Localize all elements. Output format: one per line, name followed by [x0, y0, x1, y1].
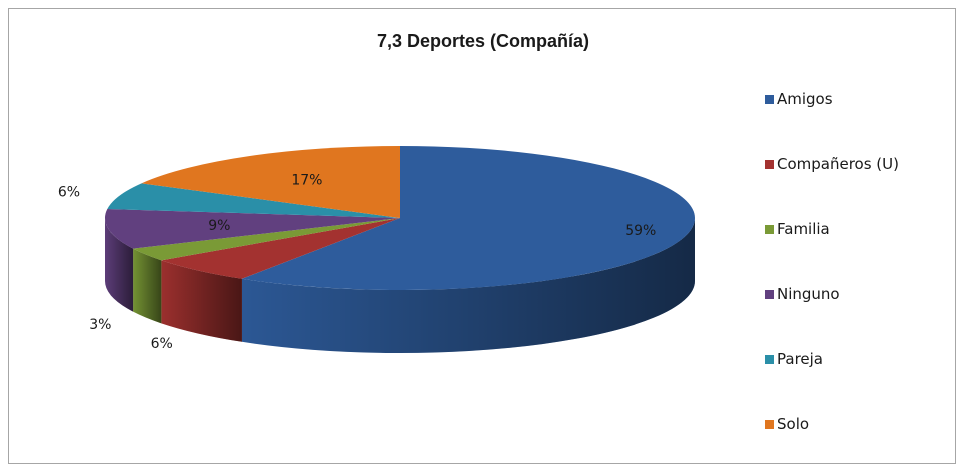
slice-compa-eros-u [161, 218, 400, 279]
legend-label-solo: Solo [777, 415, 809, 433]
slice-amigos [241, 146, 696, 290]
legend-label-ninguno: Ninguno [777, 285, 840, 303]
data-label-compa-eros-u: 6% [151, 336, 173, 352]
legend-swatch-amigos [765, 95, 774, 104]
legend-label-pareja: Pareja [777, 350, 823, 368]
data-label-amigos: 59% [625, 223, 656, 239]
slice-ninguno [105, 208, 400, 249]
chart-title: 7,3 Deportes (Compañía) [376, 31, 590, 51]
legend-item-compa-eros-u: Compañeros (U) [765, 155, 899, 173]
slice-side-shade-amigos [241, 218, 695, 353]
legend-label-compa-eros-u: Compañeros (U) [777, 155, 899, 173]
legend-swatch-solo [765, 420, 774, 429]
slice-side-shade-familia [133, 248, 162, 324]
legend-item-solo: Solo [765, 415, 809, 433]
legend-item-pareja: Pareja [765, 350, 823, 368]
legend-swatch-pareja [765, 355, 774, 364]
slice-familia [133, 218, 400, 261]
data-label-familia: 3% [89, 317, 111, 333]
slice-pareja [107, 183, 400, 218]
legend-swatch-ninguno [765, 290, 774, 299]
slice-solo [141, 146, 400, 218]
slice-side-shade-compa-eros-u [161, 260, 242, 342]
legend-swatch-familia [765, 225, 774, 234]
legend-item-ninguno: Ninguno [765, 285, 840, 303]
slice-side-shade-ninguno [105, 218, 134, 312]
legend-label-amigos: Amigos [777, 90, 833, 108]
legend-swatch-compa-eros-u [765, 160, 774, 169]
data-label-ninguno: 9% [208, 218, 230, 234]
legend-item-familia: Familia [765, 220, 830, 238]
legend-item-amigos: Amigos [765, 90, 833, 108]
data-label-solo: 17% [291, 173, 322, 189]
legend-label-familia: Familia [777, 220, 830, 238]
data-label-pareja: 6% [58, 185, 80, 201]
